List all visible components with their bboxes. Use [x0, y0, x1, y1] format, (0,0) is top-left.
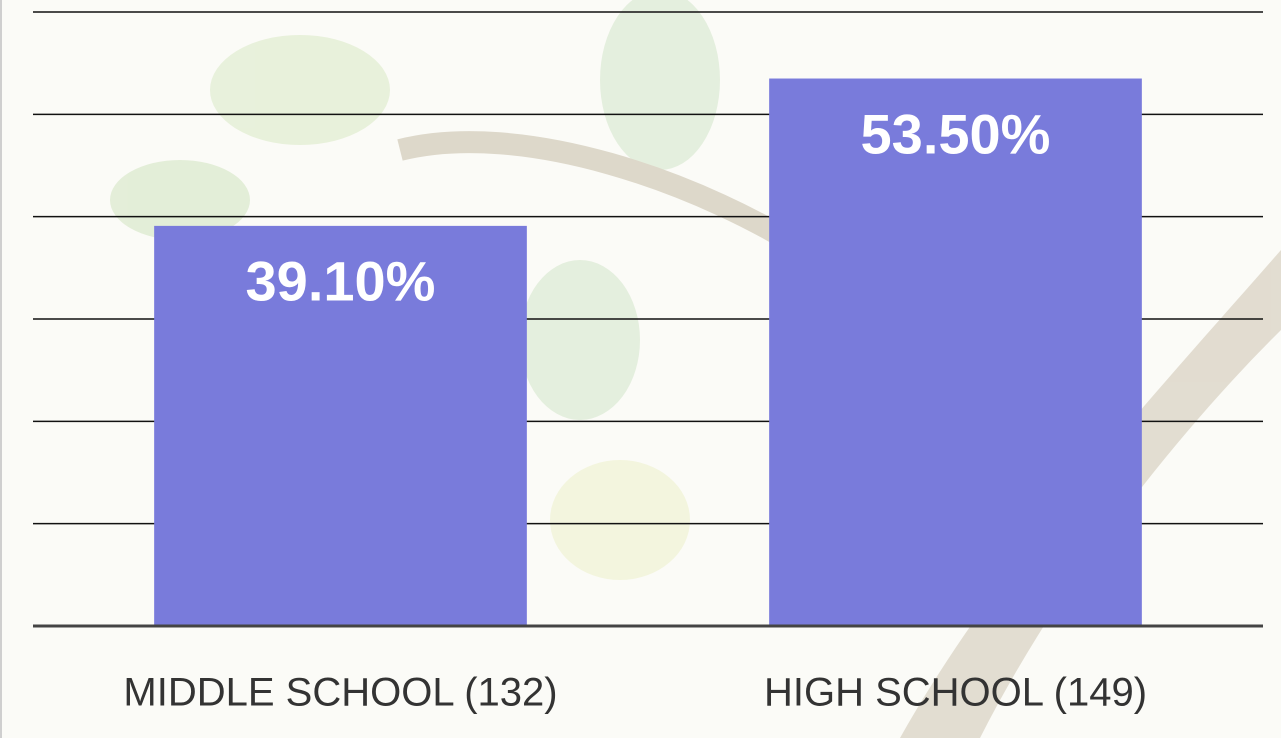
leaf [600, 0, 720, 170]
x-tick-label: HIGH SCHOOL (149) [764, 671, 1147, 715]
value-label: 53.50% [861, 102, 1051, 165]
leaf [210, 35, 390, 145]
page: MIDDLE SCHOOL (132) 39.10% HIGH SCHOOL (14… [0, 0, 1281, 738]
leaf [550, 460, 690, 580]
value-label: 39.10% [246, 250, 436, 313]
chart: MIDDLE SCHOOL (132) 39.10% HIGH SCHOOL (14… [0, 0, 1281, 738]
x-tick-label: MIDDLE SCHOOL (132) [123, 671, 557, 715]
leaf [520, 260, 640, 420]
